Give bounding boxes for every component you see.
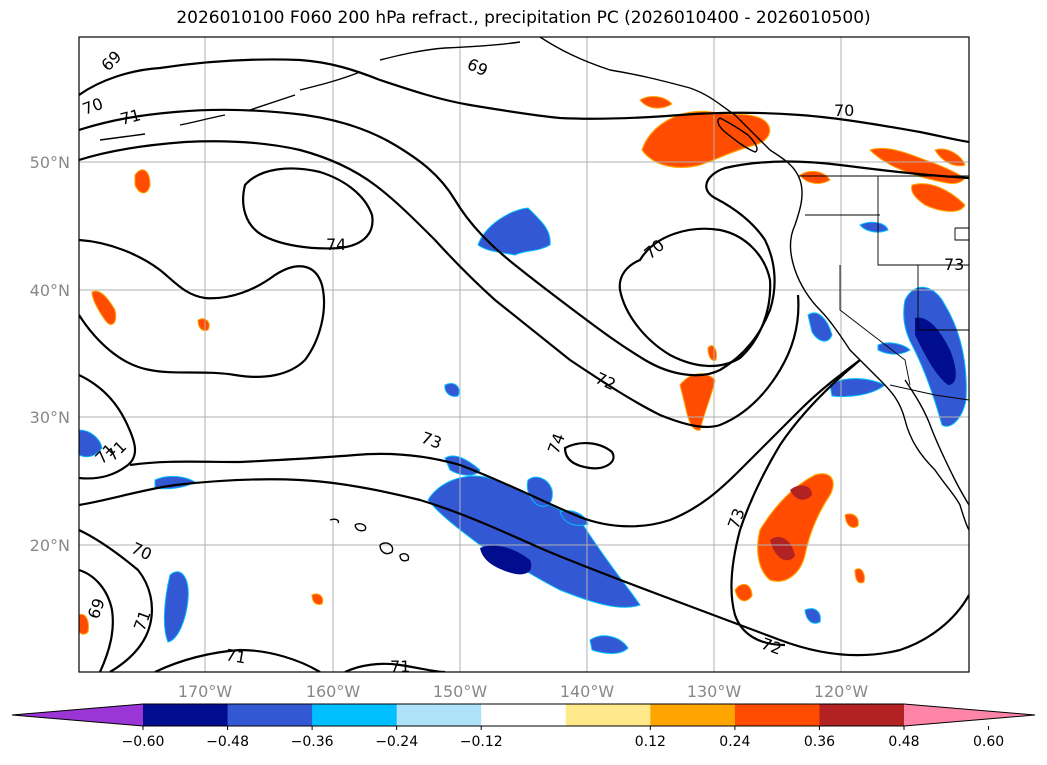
precip-patch: [799, 170, 831, 184]
precip-patch: [641, 110, 771, 168]
precip-patch: [911, 183, 966, 212]
lon-label: 140°W: [560, 682, 615, 701]
precip-patch: [770, 536, 795, 561]
colorbar-tick-label: −0.36: [291, 734, 334, 750]
north-america-coast: [539, 37, 969, 531]
lat-label: 20°N: [30, 536, 70, 555]
colorbar-segment: [565, 704, 651, 726]
latitude-labels: 50°N 40°N 30°N 20°N: [30, 153, 70, 555]
hawaii-islands: [329, 518, 410, 562]
colorbar-segment: [650, 704, 736, 726]
isoline: [79, 108, 969, 377]
map-background: [79, 37, 969, 672]
colorbar-tick-label: −0.60: [122, 734, 165, 750]
lat-label: 30°N: [30, 408, 70, 427]
precip-patch: [804, 608, 821, 624]
contour-label: 71: [390, 657, 410, 676]
precip-patch: [163, 571, 189, 643]
precip-patch: [679, 373, 716, 431]
isoline: [79, 568, 114, 672]
refractivity-isolines: [79, 58, 969, 672]
colorbar-segment: [481, 704, 567, 726]
precip-patch: [526, 476, 553, 507]
colorbar-segment: [734, 704, 820, 726]
contour-label: 71: [118, 105, 143, 129]
precip-patch: [91, 290, 117, 325]
longitude-labels: 170°W 160°W 150°W 140°W 130°W 120°W: [178, 682, 869, 701]
precip-patch: [477, 207, 551, 256]
baja-coast: [904, 379, 969, 506]
alaska-coast: [99, 41, 521, 141]
state-line: [917, 265, 969, 331]
isoline: [154, 648, 321, 672]
colorbar-tick-label: −0.24: [375, 734, 418, 750]
lon-label: 120°W: [814, 682, 869, 701]
isoline: [79, 478, 969, 657]
colorbar-tick-label: 0.48: [888, 734, 919, 750]
precip-patch: [790, 485, 812, 500]
state-line: [839, 265, 911, 386]
precip-patch: [134, 169, 151, 194]
colorbar-segment: [227, 704, 313, 726]
precip-patch: [559, 510, 589, 526]
precip-patch: [859, 221, 889, 233]
contour-label: 70: [834, 101, 854, 120]
precip-patch: [734, 583, 753, 602]
colorbar-tick-label: −0.48: [206, 734, 249, 750]
isoline: [79, 374, 137, 480]
precip-patch: [311, 593, 324, 605]
colorbar-tick-label: 0.60: [973, 734, 1004, 750]
colorbar-tick-label: 0.12: [635, 734, 666, 750]
precip-patch: [79, 429, 103, 458]
isoline: [618, 227, 772, 368]
coastlines: [99, 37, 969, 562]
colorbar-segment: [819, 704, 905, 726]
lon-label: 160°W: [306, 682, 361, 701]
isoline: [344, 662, 446, 672]
us-mexico-border: [889, 384, 969, 401]
lat-label: 50°N: [30, 153, 70, 172]
state-line: [954, 227, 969, 241]
isoline: [242, 167, 374, 250]
precip-patch: [915, 317, 956, 385]
state-line: [877, 176, 969, 266]
contour-label: 74: [326, 235, 346, 254]
precip-patch: [197, 318, 210, 331]
vancouver-island: [717, 117, 758, 153]
precip-patch: [844, 513, 859, 529]
colorbar-tick-label: 0.24: [719, 734, 750, 750]
colorbar: −0.60 −0.48 −0.36 −0.24 −0.12 0.12 0.24 0.36 0.4…: [11, 703, 1036, 750]
precip-patch: [589, 635, 629, 654]
chart-title: 2026010100 F060 200 hPa refract., precip…: [176, 8, 871, 28]
colorbar-segment: [312, 704, 398, 726]
precip-patch: [807, 312, 833, 342]
isoline: [79, 140, 800, 429]
colorbar-segment: [396, 704, 482, 726]
colorbar-tick-label: 0.36: [804, 734, 835, 750]
precip-patch: [480, 545, 532, 575]
lon-label: 130°W: [687, 682, 742, 701]
lat-label: 40°N: [30, 281, 70, 300]
colorbar-extend-low: [12, 704, 143, 726]
colorbar-extend-high: [904, 704, 1035, 726]
political-borders: [798, 175, 969, 401]
precip-patch: [854, 568, 865, 584]
precipitation-positive-areas: [79, 96, 966, 635]
contour-label: 73: [944, 255, 964, 274]
precip-patch: [444, 382, 460, 397]
isoline: [79, 529, 154, 672]
lon-label: 170°W: [178, 682, 233, 701]
precip-patch: [639, 96, 673, 109]
isoline: [79, 58, 969, 144]
map-frame: [78, 36, 970, 673]
contour-label: 71: [224, 645, 247, 667]
isoline: [129, 359, 861, 528]
isoline: [730, 359, 861, 647]
isoline: [563, 442, 615, 470]
lon-label: 150°W: [433, 682, 488, 701]
isoline: [79, 238, 326, 378]
colorbar-tick-label: −0.12: [460, 734, 503, 750]
colorbar-segment: [143, 704, 229, 726]
